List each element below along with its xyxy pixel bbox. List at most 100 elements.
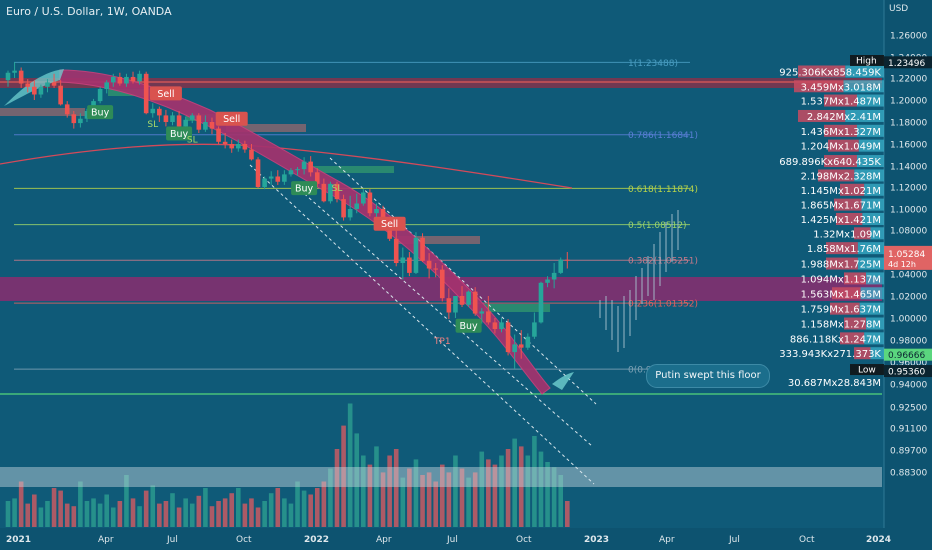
- low-label-box: [850, 364, 884, 376]
- x-tick-label: Apr: [98, 535, 114, 545]
- profile-label: 1.759Mx1.637M: [801, 305, 881, 316]
- candle-body: [380, 209, 386, 222]
- volume-bar: [183, 498, 188, 527]
- candle-body: [176, 115, 182, 127]
- volume-bar: [295, 481, 300, 527]
- high-label: High: [856, 57, 877, 67]
- candle-body: [439, 269, 445, 299]
- y-tick-label: 1.26000: [890, 32, 927, 42]
- candle-body: [347, 209, 353, 218]
- profile-sell-bar: [844, 272, 866, 285]
- volume-bar: [176, 507, 182, 527]
- profile-buy-bar: [866, 317, 884, 330]
- profile-sell-bar: [834, 198, 862, 211]
- volume-bar: [426, 472, 432, 527]
- volume-bar: [117, 501, 123, 527]
- candle-body: [97, 89, 103, 102]
- profile-sell-bar: [832, 287, 861, 300]
- candle-body: [268, 176, 274, 179]
- profile-label: 689.896Kx640.435K: [779, 157, 881, 168]
- profile-label: 1.436Mx1.327M: [801, 127, 881, 138]
- volume-bar: [71, 506, 77, 527]
- candle-body: [236, 144, 241, 149]
- fib-label: 1(1.23488): [628, 59, 678, 69]
- volume-bar: [229, 493, 235, 527]
- y-tick-label: 1.10000: [890, 206, 927, 216]
- buy-signal-label: Buy: [460, 321, 479, 332]
- profile-label: 2.842Mx2.41M: [807, 112, 881, 123]
- volume-bar: [137, 506, 142, 527]
- candle-body: [565, 259, 570, 261]
- volume-bar: [321, 481, 327, 527]
- candle-body: [143, 73, 149, 114]
- candle-body: [5, 72, 11, 81]
- buy-signal-box: [455, 318, 482, 333]
- y-tick-label: 1.16000: [890, 141, 927, 151]
- volume-bar: [97, 503, 103, 527]
- floor-price-value: 0.96666: [888, 351, 925, 361]
- profile-buy-bar: [861, 198, 884, 211]
- profile-label: 1.204Mx1.049M: [801, 142, 881, 153]
- order-block: [226, 124, 306, 132]
- volume-bar: [249, 498, 254, 527]
- sell-signal-box: [215, 111, 248, 126]
- candle-body: [420, 237, 425, 261]
- candle-body: [393, 238, 399, 263]
- candle-body: [71, 114, 77, 124]
- candle-body: [433, 268, 438, 270]
- volume-bar: [512, 438, 517, 527]
- buy-signal-box: [166, 126, 193, 141]
- candle-body: [216, 128, 221, 142]
- volume-bar: [413, 459, 419, 527]
- profile-sell-bar: [798, 109, 846, 122]
- candle-body: [249, 149, 254, 160]
- order-block: [0, 108, 85, 116]
- volume-bar: [538, 451, 544, 527]
- candle-body: [189, 115, 195, 120]
- sell-signal-label: Sell: [157, 89, 174, 100]
- profile-buy-bar: [857, 94, 884, 107]
- volume-bar: [374, 446, 379, 527]
- volume-bar: [58, 490, 63, 527]
- profile-label: 925.306Kx858.459K: [779, 67, 881, 78]
- candle-body: [426, 260, 432, 269]
- candle-body: [84, 111, 90, 119]
- x-tick-label: Oct: [236, 535, 252, 545]
- profile-buy-bar: [858, 139, 884, 152]
- volume-bar: [288, 503, 294, 527]
- volume-bar: [222, 498, 228, 527]
- candle-body: [413, 237, 419, 273]
- profile-buy-bar: [859, 302, 884, 315]
- order-block: [484, 304, 550, 312]
- price-axis-panel: [884, 0, 932, 550]
- candle-body: [472, 291, 478, 314]
- fib-label: 0.618(1.11874): [628, 185, 698, 195]
- volume-bar: [262, 501, 267, 527]
- candle-body: [558, 259, 564, 273]
- last-price-box: [884, 245, 932, 270]
- volume-bar: [18, 481, 24, 527]
- candle-body: [203, 122, 208, 130]
- candle-body: [18, 70, 24, 84]
- volume-bar: [170, 493, 175, 527]
- fib-label: 0.382(1.05251): [628, 257, 698, 267]
- signal-label: SL: [332, 184, 343, 194]
- volume-bar: [196, 495, 202, 527]
- x-tick-label: Apr: [376, 535, 392, 545]
- candle-body: [361, 192, 366, 204]
- x-tick-label: 2023: [584, 535, 609, 545]
- buy-signal-box: [291, 181, 318, 196]
- last-price-value: 1.05284: [888, 250, 925, 260]
- profile-buy-bar: [845, 109, 884, 122]
- candle-body: [117, 76, 123, 84]
- volume-bar: [341, 425, 346, 527]
- fib-label: 0.786(1.16841): [628, 131, 698, 141]
- volume-bar: [275, 488, 281, 527]
- candle-body: [104, 82, 109, 89]
- profile-buy-bar: [857, 124, 884, 137]
- profile-sell-bar: [840, 332, 865, 345]
- volume-bar: [532, 436, 537, 527]
- y-tick-label: 1.04000: [890, 271, 927, 281]
- profile-buy-bar: [864, 183, 884, 196]
